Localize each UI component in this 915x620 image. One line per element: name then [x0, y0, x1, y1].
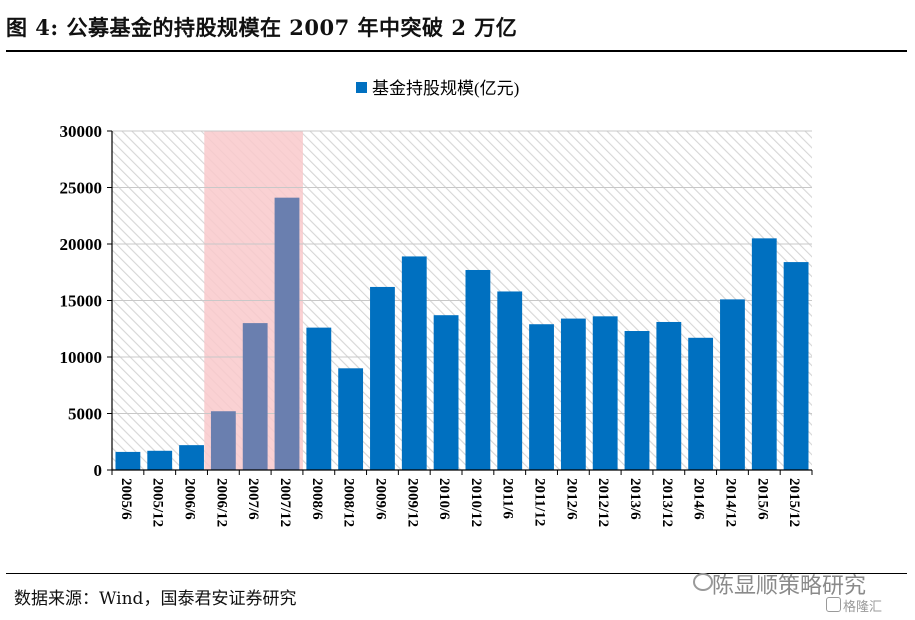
- y-tick-label: 5000: [68, 405, 102, 424]
- x-tick-label: 2009/6: [372, 478, 388, 520]
- x-tick-label: 2015/6: [754, 478, 770, 520]
- bar: [592, 316, 618, 470]
- source-rule: [6, 573, 907, 574]
- x-tick-label: 2006/12: [213, 478, 229, 527]
- bar: [783, 262, 809, 470]
- source-note: 数据来源：Wind，国泰君安证券研究: [14, 589, 297, 609]
- bar: [497, 291, 523, 470]
- bar: [338, 368, 364, 470]
- x-tick-label: 2005/12: [150, 478, 166, 527]
- bar: [210, 411, 236, 470]
- title-rule: [6, 50, 907, 52]
- legend-swatch: [356, 82, 367, 93]
- bar: [751, 238, 777, 470]
- y-tick-label: 25000: [60, 179, 103, 198]
- x-tick-label: 2008/12: [341, 478, 357, 527]
- figure-title: 图 4: 公募基金的持股规模在 2007 年中突破 2 万亿: [6, 15, 518, 40]
- bar: [274, 197, 300, 471]
- y-tick-label: 20000: [60, 235, 103, 254]
- bar: [370, 286, 395, 470]
- watermark: 陈显顺策略研究: [712, 574, 867, 599]
- bar: [401, 256, 427, 470]
- y-tick-label: 10000: [60, 348, 103, 367]
- x-tick-label: 2012/12: [595, 478, 611, 527]
- bar: [306, 327, 332, 470]
- y-tick-label: 30000: [60, 122, 103, 141]
- y-tick-label: 0: [94, 461, 103, 480]
- bar: [624, 331, 650, 470]
- wechat-icon: [693, 573, 713, 591]
- bar: [179, 445, 204, 470]
- x-tick-label: 2009/12: [404, 478, 420, 527]
- bar: [115, 451, 141, 470]
- x-tick-label: 2010/6: [436, 478, 452, 520]
- bar: [147, 450, 173, 470]
- bar: [242, 323, 268, 470]
- x-tick-label: 2014/6: [691, 478, 707, 520]
- bar: [433, 315, 459, 470]
- x-tick-label: 2010/12: [468, 478, 484, 527]
- bar: [688, 337, 714, 470]
- x-tick-label: 2015/12: [786, 478, 802, 527]
- x-tick-label: 2011/12: [532, 478, 548, 526]
- bar: [560, 318, 586, 470]
- bar: [465, 269, 491, 470]
- bar: [656, 321, 682, 470]
- watermark-2: 格隆汇: [843, 600, 883, 615]
- x-tick-label: 2013/12: [659, 478, 675, 527]
- x-tick-label: 2014/12: [722, 478, 738, 527]
- x-tick-label: 2011/6: [500, 478, 516, 519]
- x-tick-label: 2006/6: [182, 478, 198, 520]
- x-tick-label: 2008/6: [309, 478, 325, 520]
- legend: 基金持股规模(亿元): [356, 79, 519, 98]
- logo-icon: [826, 597, 841, 612]
- bar: [720, 299, 745, 470]
- x-tick-label: 2007/12: [277, 478, 293, 527]
- legend-label: 基金持股规模(亿元): [372, 79, 519, 98]
- y-tick-label: 15000: [60, 292, 103, 311]
- x-tick-label: 2013/6: [627, 478, 643, 520]
- x-tick-label: 2005/6: [118, 478, 134, 520]
- bar: [529, 324, 554, 470]
- x-tick-label: 2012/6: [563, 478, 579, 520]
- x-tick-label: 2007/6: [245, 478, 261, 520]
